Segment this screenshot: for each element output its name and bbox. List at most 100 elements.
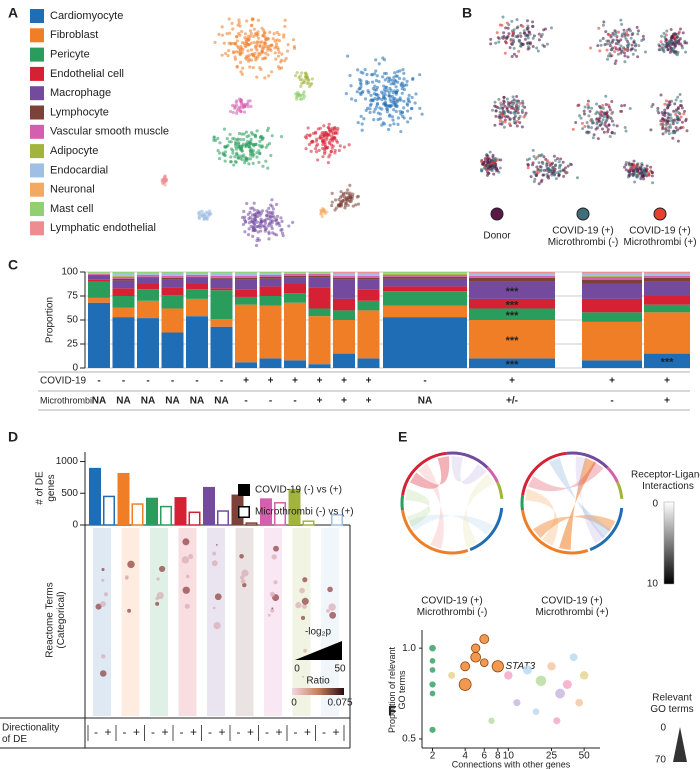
- point: [429, 690, 436, 697]
- panel-letter: A: [8, 5, 18, 21]
- legend-label: Donor: [483, 231, 511, 242]
- umap-dot: [545, 42, 549, 46]
- umap-dot: [677, 30, 681, 34]
- umap-dot: [375, 74, 379, 78]
- umap-dot: [228, 109, 233, 114]
- umap-dot: [620, 22, 624, 26]
- umap-dot: [356, 120, 360, 125]
- umap-dot: [356, 202, 361, 206]
- umap-dot: [163, 183, 167, 187]
- umap-dot: [279, 134, 284, 139]
- bar-segment: [308, 316, 331, 365]
- bar-segment: [88, 273, 110, 275]
- point: [429, 681, 436, 688]
- umap-dot: [243, 230, 247, 234]
- umap-dot: [679, 115, 683, 119]
- umap-dot: [601, 118, 605, 122]
- umap-dot: [349, 84, 353, 88]
- umap-dot: [391, 97, 396, 101]
- umap-dot: [488, 164, 492, 168]
- umap-dot: [317, 148, 321, 152]
- umap-dot: [274, 217, 278, 221]
- umap-dot: [402, 99, 406, 103]
- point: [522, 665, 532, 675]
- umap-dot: [511, 34, 515, 38]
- umap-dot: [532, 154, 536, 158]
- bar-segment: [161, 287, 184, 296]
- bar: [217, 510, 229, 526]
- umap-dot: [259, 229, 263, 233]
- umap-dot: [251, 161, 255, 165]
- chord-arc: [486, 466, 499, 483]
- point: [448, 671, 456, 679]
- row-value: -: [423, 376, 426, 387]
- umap-dot: [590, 121, 594, 125]
- legend-tick: 0: [652, 499, 658, 510]
- category-stripe: [292, 528, 311, 716]
- umap-dot: [632, 171, 636, 175]
- umap-dot: [394, 92, 398, 96]
- umap-dot: [286, 43, 290, 47]
- umap-dot: [202, 212, 206, 216]
- umap-dot: [671, 136, 675, 140]
- umap-dot: [632, 39, 636, 43]
- umap-dot: [545, 164, 549, 168]
- chord-caption: COVID-19 (+) Microthrombi (-): [417, 595, 488, 618]
- umap-dot: [270, 226, 274, 231]
- umap-dot: [633, 165, 637, 169]
- umap-dot: [396, 122, 400, 127]
- umap-dot: [626, 175, 630, 179]
- bar-segment: [333, 279, 355, 299]
- legend-swatch: [30, 9, 44, 23]
- umap-dot: [299, 84, 303, 88]
- bar-segment: [137, 300, 159, 319]
- legend-marker: [576, 207, 590, 221]
- umap-dot: [379, 90, 384, 94]
- umap-dot: [480, 160, 484, 164]
- bar-segment: [357, 272, 380, 274]
- bar-segment: [88, 274, 110, 276]
- umap-dot: [661, 132, 665, 136]
- umap-dot: [590, 117, 594, 121]
- umap-dot: [650, 171, 654, 175]
- row-value: -: [269, 396, 272, 407]
- size-legend-title: -log₂p: [305, 627, 332, 638]
- umap-dot: [607, 33, 611, 37]
- umap-dot: [607, 105, 611, 109]
- umap-dot: [610, 40, 614, 44]
- umap-dot: [249, 224, 253, 228]
- umap-dot: [502, 95, 506, 99]
- legend-label: Pericyte: [50, 49, 90, 61]
- bar-segment: [383, 274, 467, 277]
- umap-dot: [494, 114, 498, 118]
- umap-dot: [255, 129, 259, 133]
- umap-dot: [383, 78, 387, 82]
- umap-dot: [531, 45, 535, 49]
- umap-dot: [497, 40, 501, 44]
- umap-dot: [260, 136, 265, 141]
- umap-dot: [546, 174, 550, 178]
- umap-dot: [393, 71, 397, 75]
- umap-dot: [515, 54, 519, 58]
- umap-dot: [239, 99, 243, 103]
- umap-dot: [338, 144, 342, 148]
- umap-dot: [517, 49, 521, 53]
- umap-dot: [231, 27, 235, 31]
- umap-dot: [232, 41, 236, 46]
- umap-dot: [246, 38, 250, 42]
- bar-segment: [469, 281, 555, 299]
- umap-dot: [613, 50, 617, 54]
- umap-dot: [343, 206, 347, 210]
- direction-sign: +: [190, 725, 197, 739]
- point: [553, 717, 561, 725]
- umap-dot: [226, 54, 230, 58]
- umap-dot: [494, 41, 498, 45]
- umap-dot: [220, 25, 224, 29]
- bar-segment: [210, 288, 233, 291]
- reactome-dot: [302, 604, 307, 609]
- row-value: +: [366, 396, 372, 407]
- umap-dot: [623, 54, 627, 58]
- umap-dot: [368, 103, 372, 108]
- umap-dot: [674, 44, 678, 48]
- bar-segment: [308, 275, 331, 278]
